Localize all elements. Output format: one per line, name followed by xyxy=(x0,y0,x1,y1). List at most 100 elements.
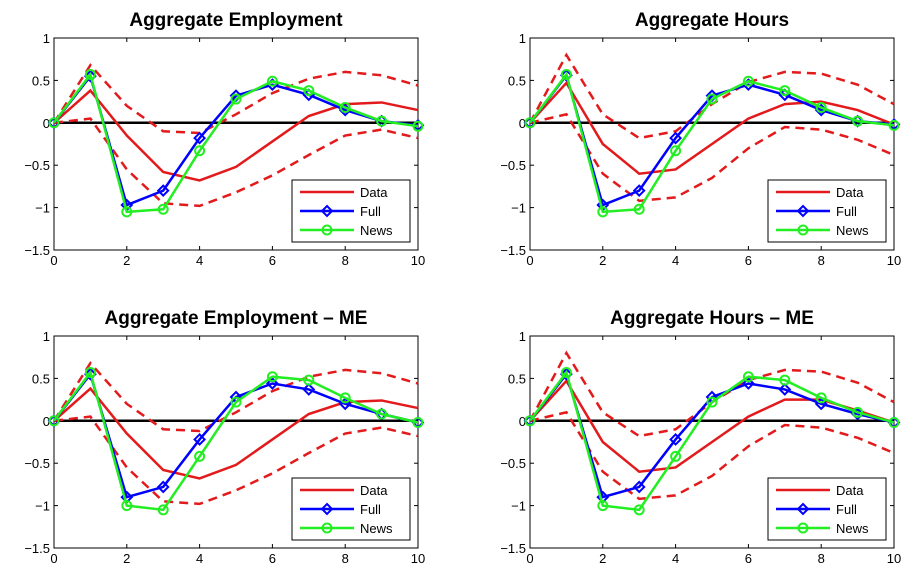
data-point-full xyxy=(559,68,573,82)
data-point-full xyxy=(265,377,279,390)
data-point-news xyxy=(597,206,609,218)
data-lower-band-line xyxy=(529,112,895,203)
series-data xyxy=(53,386,419,480)
x-tick-label: 2 xyxy=(599,253,606,268)
data-point-full xyxy=(632,480,646,494)
y-tick-label: 1 xyxy=(43,329,50,344)
data-point-news xyxy=(815,392,827,404)
legend-label-news: News xyxy=(836,521,869,536)
chart-panel-4: Aggregate Hours – ME 0 2 4 6 8 10 −1.5 −1 −0.5 0 0.… xyxy=(500,308,901,566)
data-point-news xyxy=(633,504,645,516)
x-tick-label: 0 xyxy=(50,253,57,268)
series-data xyxy=(53,88,419,182)
x-tick-label: 8 xyxy=(818,551,825,566)
y-tick-label: −1.5 xyxy=(500,541,526,556)
data-point-news xyxy=(888,119,900,131)
y-tick-label: −1 xyxy=(35,499,50,514)
legend-marker-full xyxy=(320,204,334,218)
data-point-news xyxy=(84,68,96,80)
data-point-full xyxy=(741,377,755,390)
chart-title: Aggregate Hours – ME xyxy=(610,308,814,329)
x-tick-label: 2 xyxy=(123,551,130,566)
series-data xyxy=(529,80,895,175)
data-point-news xyxy=(412,416,424,428)
y-tick-label: −1 xyxy=(511,499,526,514)
legend-label-news: News xyxy=(360,521,393,536)
data-point-news xyxy=(303,374,315,386)
data-point-news xyxy=(524,415,536,427)
data-point-news xyxy=(706,93,718,105)
legend-label-full: Full xyxy=(360,502,381,517)
y-tick-label: 0 xyxy=(519,414,526,429)
y-tick-label: 0.5 xyxy=(508,73,526,88)
series-line-data xyxy=(529,80,895,175)
y-tick-label: −1.5 xyxy=(500,243,526,258)
x-tick-label: 10 xyxy=(411,253,425,268)
x-tick-label: 0 xyxy=(526,253,533,268)
data-point-full xyxy=(83,367,97,381)
x-tick-label: 10 xyxy=(887,551,901,566)
data-point-full xyxy=(193,433,207,446)
x-tick-label: 6 xyxy=(745,551,752,566)
legend-marker-news xyxy=(797,224,809,236)
x-tick-label: 2 xyxy=(599,551,606,566)
legend: Data Full News xyxy=(767,477,887,541)
chart-panel-3: Aggregate Employment – ME0 2 4 6 8 10−1.5−1−0… xyxy=(24,308,425,566)
chart-title: Aggregate Employment xyxy=(129,10,343,31)
y-tick-label: −0.5 xyxy=(500,456,526,471)
data-point-full xyxy=(83,69,97,83)
data-point-news xyxy=(524,117,536,129)
x-tick-label: 10 xyxy=(411,551,425,566)
data-point-news xyxy=(742,75,754,87)
y-tick-label: 1 xyxy=(43,31,50,46)
x-tick-label: 8 xyxy=(342,551,349,566)
data-point-full xyxy=(669,131,683,145)
data-point-news xyxy=(157,504,169,516)
series-data xyxy=(529,378,895,473)
y-tick-label: −1 xyxy=(511,201,526,216)
x-tick-label: 10 xyxy=(887,253,901,268)
data-point-news xyxy=(779,374,791,386)
series-line-data xyxy=(529,378,895,473)
legend-label-full: Full xyxy=(836,204,857,219)
x-tick-label: 0 xyxy=(526,551,533,566)
legend-marker-full xyxy=(320,502,334,516)
y-tick-label: −0.5 xyxy=(24,158,50,173)
chart-title: Aggregate Hours xyxy=(635,10,789,31)
y-tick-label: 1 xyxy=(519,329,526,344)
y-tick-label: 0.5 xyxy=(32,371,50,386)
chart-title: Aggregate Employment – ME xyxy=(105,308,368,329)
series-news xyxy=(524,366,900,516)
data-point-full xyxy=(193,131,207,145)
y-tick-label: 0 xyxy=(519,116,526,131)
data-point-news xyxy=(157,203,169,215)
legend-label-full: Full xyxy=(360,204,381,219)
data-point-news xyxy=(888,416,900,428)
data-point-news xyxy=(376,408,388,420)
x-tick-label: 4 xyxy=(672,551,679,566)
data-point-news xyxy=(633,203,645,215)
data-point-news xyxy=(303,85,315,97)
legend: Data Full News xyxy=(291,477,411,541)
y-tick-label: −1.5 xyxy=(24,541,50,556)
data-point-news xyxy=(852,406,864,418)
plot-area xyxy=(53,37,419,251)
y-tick-label: 0 xyxy=(43,414,50,429)
series-line-news xyxy=(529,71,895,214)
data-lower-band-line xyxy=(53,117,419,208)
legend-label-data: Data xyxy=(836,483,864,498)
data-point-full xyxy=(156,184,170,198)
data-point-full xyxy=(156,480,170,494)
data-point-full xyxy=(302,383,316,396)
y-tick-label: −0.5 xyxy=(24,456,50,471)
legend-marker-full xyxy=(796,204,810,218)
y-tick-label: −1.5 xyxy=(24,243,50,258)
y-tick-label: 0.5 xyxy=(32,73,50,88)
data-point-news xyxy=(706,396,718,408)
data-point-news xyxy=(121,500,133,512)
data-point-news xyxy=(339,392,351,404)
data-point-news xyxy=(48,415,60,427)
data-point-news xyxy=(121,206,133,218)
legend-label-news: News xyxy=(836,223,869,238)
